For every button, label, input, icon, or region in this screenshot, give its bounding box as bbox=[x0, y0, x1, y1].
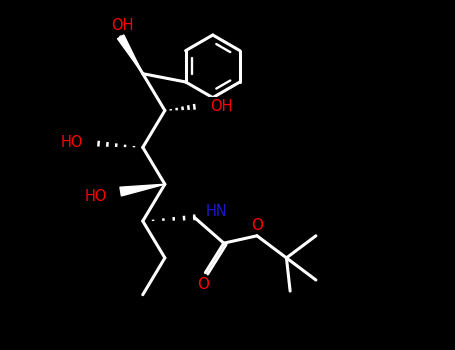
Text: O: O bbox=[251, 218, 263, 233]
Polygon shape bbox=[120, 184, 165, 196]
Text: OH: OH bbox=[111, 18, 134, 33]
Text: HN: HN bbox=[205, 204, 227, 219]
Polygon shape bbox=[117, 35, 143, 74]
Text: HO: HO bbox=[61, 135, 83, 150]
Text: HO: HO bbox=[84, 189, 106, 203]
Text: OH: OH bbox=[210, 99, 233, 114]
Text: O: O bbox=[197, 277, 210, 292]
